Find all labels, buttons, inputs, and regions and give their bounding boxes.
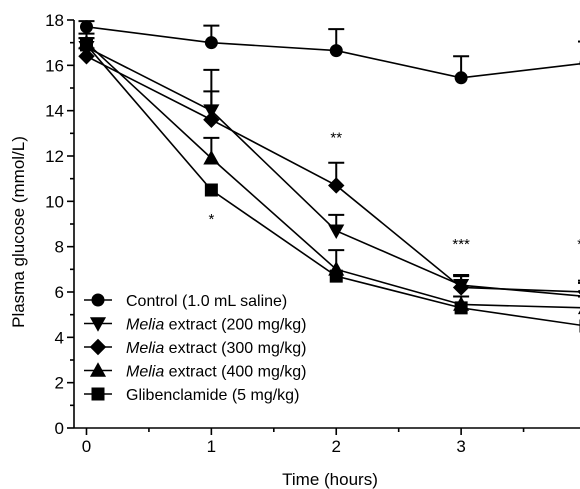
legend-item: Melia extract (200 mg/kg) bbox=[84, 317, 307, 334]
significance-marker: *** bbox=[452, 236, 470, 253]
legend-label-italic: Melia bbox=[126, 364, 164, 381]
data-point bbox=[328, 224, 345, 240]
y-tick-label: 0 bbox=[55, 419, 64, 438]
x-tick-label: 0 bbox=[82, 437, 91, 456]
legend-label: Melia extract (400 mg/kg) bbox=[126, 364, 307, 381]
data-point bbox=[78, 48, 95, 65]
significance-marker: ** bbox=[330, 129, 342, 146]
legend-item: Glibenclamide (5 mg/kg) bbox=[84, 387, 299, 404]
legend-item: Melia extract (400 mg/kg) bbox=[84, 362, 307, 381]
data-point bbox=[204, 183, 218, 197]
legend-marker bbox=[91, 387, 105, 401]
data-point bbox=[329, 44, 343, 58]
data-point bbox=[79, 38, 93, 52]
legend-label: Melia extract (300 mg/kg) bbox=[126, 340, 307, 357]
data-point bbox=[454, 301, 468, 315]
legend-label: Control (1.0 mL saline) bbox=[126, 293, 287, 310]
data-point bbox=[454, 71, 468, 85]
legend-label-text: extract (300 mg/kg) bbox=[164, 340, 306, 357]
y-tick-label: 10 bbox=[45, 192, 64, 211]
legend-marker bbox=[91, 293, 105, 307]
y-tick-label: 6 bbox=[55, 283, 64, 302]
significance-marker: *** bbox=[577, 236, 580, 253]
series-line bbox=[86, 46, 580, 297]
data-point bbox=[203, 111, 220, 128]
data-point bbox=[329, 269, 343, 283]
legend-label-text: Glibenclamide (5 mg/kg) bbox=[126, 387, 299, 404]
y-axis-title: Plasma glucose (mmol/L) bbox=[9, 136, 28, 328]
data-point bbox=[203, 150, 220, 165]
y-tick-label: 16 bbox=[45, 56, 64, 75]
data-point bbox=[204, 36, 218, 50]
data-point bbox=[452, 279, 470, 296]
legend-marker bbox=[89, 338, 107, 356]
x-tick-label: 3 bbox=[456, 437, 465, 456]
legend-label: Melia extract (200 mg/kg) bbox=[126, 317, 307, 334]
legend-marker bbox=[89, 317, 107, 332]
y-tick-label: 18 bbox=[45, 11, 64, 30]
y-tick-label: 12 bbox=[45, 147, 64, 166]
y-tick-label: 4 bbox=[55, 328, 64, 347]
significance-annotations: ********* bbox=[208, 129, 580, 253]
legend-item: Melia extract (300 mg/kg) bbox=[84, 338, 307, 357]
x-axis-ticks: 01234 bbox=[82, 428, 525, 456]
x-tick-label: 1 bbox=[207, 437, 216, 456]
y-tick-label: 2 bbox=[55, 374, 64, 393]
x-axis-title: Time (hours) bbox=[282, 470, 378, 489]
series-layer bbox=[78, 20, 580, 333]
legend-label-text: extract (200 mg/kg) bbox=[164, 317, 306, 334]
legend-marker bbox=[89, 362, 107, 377]
legend-label-italic: Melia bbox=[126, 340, 164, 357]
legend-label: Glibenclamide (5 mg/kg) bbox=[126, 387, 299, 404]
series-1 bbox=[78, 20, 580, 85]
series-3 bbox=[78, 47, 580, 296]
data-point bbox=[328, 177, 345, 194]
series-line bbox=[86, 55, 580, 293]
y-tick-label: 8 bbox=[55, 238, 64, 257]
legend-item: Control (1.0 mL saline) bbox=[84, 293, 287, 310]
legend: Control (1.0 mL saline) Melia extract (20… bbox=[84, 293, 307, 404]
legend-label-text: Control (1.0 mL saline) bbox=[126, 293, 287, 310]
significance-marker: * bbox=[208, 211, 214, 228]
legend-label-text: extract (400 mg/kg) bbox=[164, 364, 306, 381]
x-tick-label: 2 bbox=[332, 437, 341, 456]
y-tick-label: 14 bbox=[45, 102, 64, 121]
data-point bbox=[79, 20, 93, 34]
series-5 bbox=[78, 37, 580, 333]
y-axis-ticks: 0 2 4 6 8 10 12 14 16 18 bbox=[45, 11, 74, 438]
legend-label-italic: Melia bbox=[126, 317, 164, 334]
